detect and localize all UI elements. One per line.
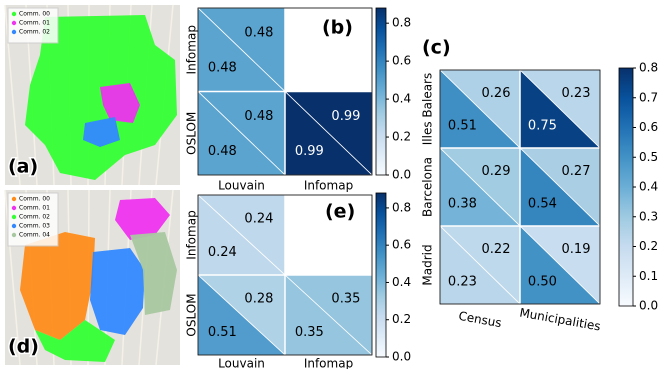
value-label: 0.48 <box>244 26 273 41</box>
colorbar-tick-label: 0.2 <box>392 312 411 326</box>
heatmap-panel: 0.24 0.24 0.28 0.51 0.35 0.35 Louvain Infomap In… <box>185 193 412 369</box>
colorbar-tick-label: 0.5 <box>639 150 658 164</box>
colorbar-tick-label: 0.8 <box>639 61 658 75</box>
x-tick-label: Infomap <box>304 179 353 193</box>
x-tick-label: Louvain <box>218 357 265 369</box>
legend-marker <box>12 21 16 25</box>
panel-label: (c) <box>422 37 451 59</box>
x-tick-label: Municipalities <box>518 305 601 333</box>
value-label: 0.99 <box>331 109 360 124</box>
value-label: 0.23 <box>448 275 477 290</box>
value-label: 0.48 <box>208 61 237 76</box>
legend-label: Comm. 01 <box>19 205 50 212</box>
legend-marker <box>12 233 16 237</box>
y-tick-label: OSLOM <box>185 293 199 336</box>
heatmap-panel: 0.48 0.48 0.48 0.48 0.99 0.99 Louvain Infomap In… <box>185 8 412 193</box>
legend-label: Comm. 00 <box>19 11 50 18</box>
value-label: 0.35 <box>331 292 360 307</box>
legend-marker <box>12 215 16 219</box>
x-tick-label: Infomap <box>304 357 353 369</box>
colorbar <box>376 8 386 175</box>
value-label: 0.48 <box>244 109 273 124</box>
colorbar-tick-label: 0.6 <box>392 54 411 68</box>
value-label: 0.99 <box>295 144 324 159</box>
y-tick-label: Madrid <box>421 244 435 285</box>
panel-label: (b) <box>322 17 353 39</box>
colorbar-tick-label: 0.1 <box>639 269 658 283</box>
colorbar-tick-label: 0.0 <box>639 299 658 313</box>
map-panel: Comm. 00 Comm. 01 Comm. 02 Comm. 03 Comm. 04… <box>5 190 180 365</box>
colorbar-tick-label: 0.8 <box>392 16 411 30</box>
value-label: 0.19 <box>562 242 591 257</box>
panel-label: (e) <box>325 201 355 223</box>
legend-marker <box>12 224 16 228</box>
colorbar-tick-label: 0.3 <box>639 209 658 223</box>
value-label: 0.24 <box>208 245 237 260</box>
panel-label: (a) <box>8 156 38 178</box>
colorbar-tick-label: 0.7 <box>639 90 658 104</box>
y-tick-label: Barcelona <box>421 157 435 217</box>
value-label: 0.51 <box>208 325 237 340</box>
legend-marker <box>12 12 16 16</box>
legend-marker <box>12 206 16 210</box>
value-label: 0.29 <box>482 164 511 179</box>
legend-label: Comm. 04 <box>19 232 50 239</box>
value-label: 0.28 <box>244 292 273 307</box>
map-legend: Comm. 00 Comm. 01 Comm. 02 <box>8 8 58 43</box>
value-label: 0.75 <box>528 119 557 134</box>
legend-marker <box>12 197 16 201</box>
value-label: 0.48 <box>208 144 237 159</box>
colorbar <box>376 193 386 357</box>
value-label: 0.24 <box>244 212 273 227</box>
colorbar-tick-label: 0.2 <box>639 239 658 253</box>
colorbar-tick-label: 0.4 <box>639 180 658 194</box>
colorbar-tick-label: 0.4 <box>392 275 411 289</box>
y-tick-label: Infomap <box>185 210 199 259</box>
value-label: 0.35 <box>295 325 324 340</box>
value-label: 0.38 <box>448 197 477 212</box>
colorbar-tick-label: 0.6 <box>639 120 658 134</box>
legend-label: Comm. 02 <box>19 29 50 36</box>
y-tick-label: Infomap <box>185 25 199 74</box>
colorbar-tick-label: 0.0 <box>392 168 411 182</box>
colorbar-tick-label: 0.0 <box>392 350 411 364</box>
map-panel: Comm. 00 Comm. 01 Comm. 02 (a) <box>5 5 180 185</box>
value-label: 0.50 <box>528 275 557 290</box>
colorbar-tick-label: 0.2 <box>392 130 411 144</box>
heatmaps: 0.48 0.48 0.48 0.48 0.99 0.99 Louvain Infomap In… <box>185 8 659 369</box>
colorbar-tick-label: 0.6 <box>392 238 411 252</box>
value-label: 0.26 <box>482 86 511 101</box>
legend-label: Comm. 01 <box>19 20 50 27</box>
value-label: 0.54 <box>528 197 557 212</box>
value-label: 0.22 <box>482 242 511 257</box>
legend-label: Comm. 00 <box>19 196 50 203</box>
colorbar-tick-label: 0.4 <box>392 92 411 106</box>
heatmap-panel: 0.26 0.51 0.23 0.75 0.29 0.38 0.27 0.54 0.22 0.23… <box>421 37 659 334</box>
y-tick-label: Illes Balears <box>421 73 435 146</box>
legend-label: Comm. 03 <box>19 223 50 230</box>
value-label: 0.23 <box>562 86 591 101</box>
legend-marker <box>12 30 16 34</box>
y-tick-label: OSLOM <box>185 112 199 155</box>
legend-label: Comm. 02 <box>19 214 50 221</box>
colorbar-tick-label: 0.8 <box>392 200 411 214</box>
x-tick-label: Census <box>457 309 502 330</box>
colorbar <box>619 68 633 306</box>
map-legend: Comm. 00 Comm. 01 Comm. 02 Comm. 03 Comm. 04 <box>8 193 58 246</box>
value-label: 0.51 <box>448 119 477 134</box>
page: Comm. 00Comm. 01Comm. 02(a)Comm. 00Comm.… <box>0 0 661 369</box>
figure: Comm. 00Comm. 01Comm. 02(a)Comm. 00Comm.… <box>0 0 661 369</box>
panel-label: (d) <box>8 336 39 358</box>
x-tick-label: Louvain <box>218 179 265 193</box>
value-label: 0.27 <box>562 164 591 179</box>
